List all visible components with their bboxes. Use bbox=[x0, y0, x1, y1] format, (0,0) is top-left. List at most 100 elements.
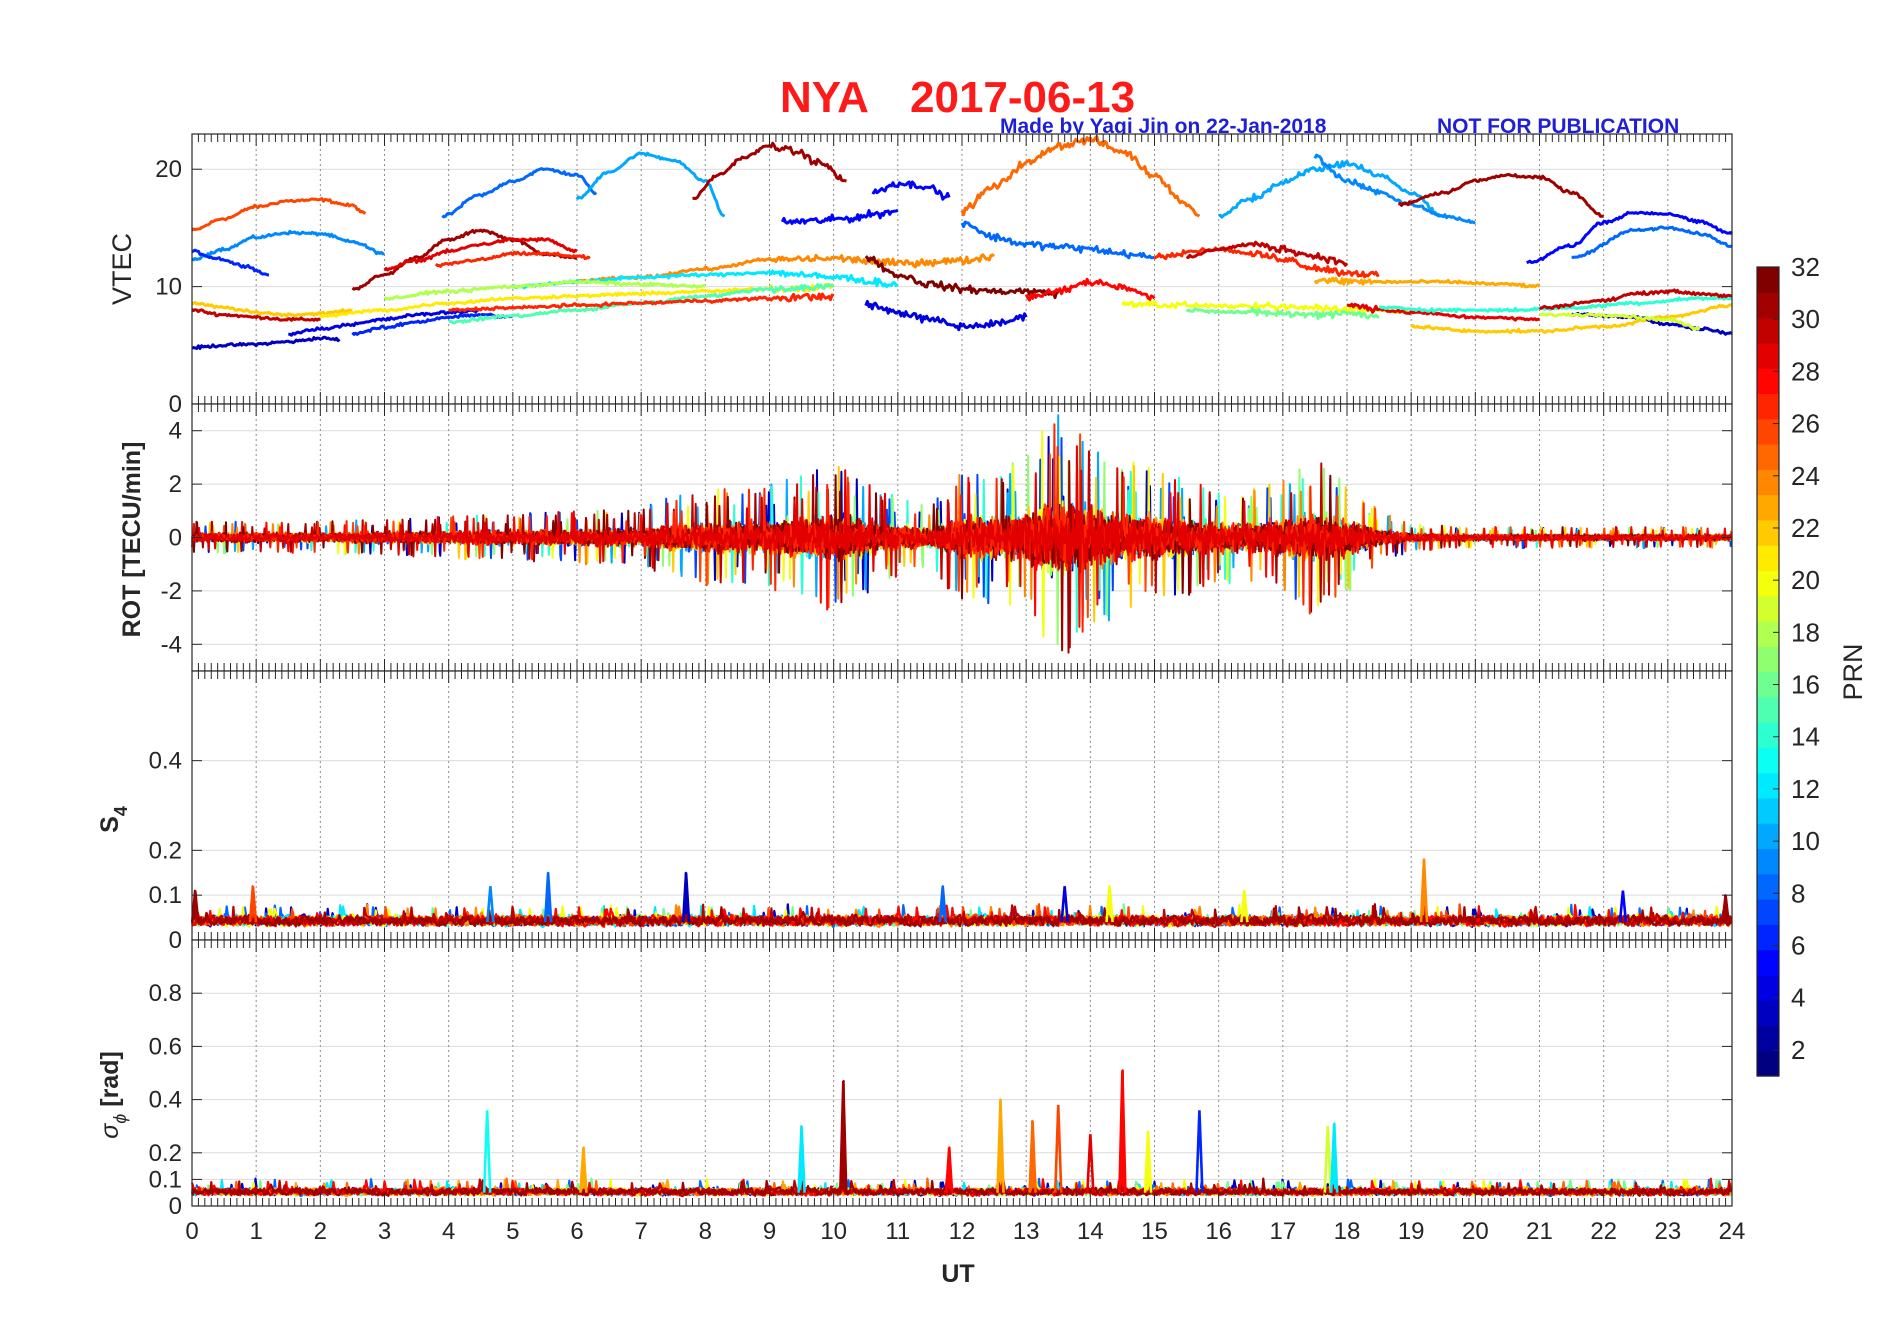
colorbar-swatch bbox=[1757, 1025, 1779, 1052]
colorbar-tick-label: 10 bbox=[1791, 826, 1820, 856]
x-tick-label: 12 bbox=[949, 1218, 976, 1245]
x-tick-label: 23 bbox=[1654, 1218, 1681, 1245]
panel-sigma_phi-spike bbox=[996, 1099, 1005, 1193]
vtec-trace-prn-4 bbox=[864, 299, 1028, 332]
panel-s4-spike bbox=[543, 872, 553, 923]
colorbar-label: PRN bbox=[1838, 643, 1868, 700]
colorbar-swatch bbox=[1757, 747, 1779, 774]
x-tick-label: 14 bbox=[1077, 1218, 1104, 1245]
notice-text: NOT FOR PUBLICATION bbox=[1437, 115, 1679, 138]
panel-s4-ylabel-sub: 4 bbox=[111, 806, 131, 816]
panel-sigma_phi-spike bbox=[1118, 1070, 1127, 1193]
panel-s4-spike bbox=[248, 886, 258, 923]
colorbar-tick-label: 26 bbox=[1791, 409, 1820, 439]
x-tick-label: 2 bbox=[314, 1218, 327, 1245]
colorbar-swatch bbox=[1757, 267, 1779, 293]
panel-sigma-ylabel-sym: σ bbox=[96, 1123, 124, 1139]
vtec-trace-prn-30 bbox=[191, 308, 321, 322]
vtec-trace-prn-23 bbox=[1313, 276, 1541, 289]
panel-s4-spike bbox=[681, 872, 691, 923]
figure-title-station: NYA bbox=[780, 73, 869, 122]
panel-sigma_phi-spike bbox=[797, 1126, 806, 1193]
vtec-trace-prn-25 bbox=[960, 135, 1201, 218]
panel-s4-spike bbox=[1060, 886, 1069, 923]
panel-sigma_phi-spike bbox=[1329, 1123, 1339, 1193]
x-tick-label: 1 bbox=[249, 1218, 262, 1245]
panel-s4-spike bbox=[486, 886, 495, 923]
colorbar-swatch bbox=[1757, 1000, 1779, 1027]
vtec-trace-prn-4 bbox=[288, 308, 482, 337]
x-tick-label: 18 bbox=[1334, 1218, 1361, 1245]
x-tick-label: 20 bbox=[1462, 1218, 1489, 1245]
vtec-trace-prn-8 bbox=[960, 220, 1155, 260]
colorbar-tick-label: 30 bbox=[1791, 304, 1820, 334]
vtec-trace-prn-8 bbox=[1571, 225, 1733, 259]
colorbar-swatch bbox=[1757, 823, 1779, 850]
x-tick-label: 6 bbox=[570, 1218, 583, 1245]
colorbar-swatch bbox=[1757, 1050, 1779, 1077]
panel-sigma_phi-spike bbox=[482, 1110, 492, 1193]
colorbar-tick-label: 16 bbox=[1791, 670, 1820, 700]
vtec-trace-prn-9 bbox=[1313, 153, 1476, 225]
panel-sigma_phi-spike bbox=[944, 1147, 954, 1193]
panel-vtec-ylabel: VTEC bbox=[107, 233, 137, 305]
panel-s4-ylabel-main: S bbox=[96, 816, 124, 833]
panel-s4-trace-prn-31 bbox=[190, 889, 1733, 928]
colorbar-swatch bbox=[1757, 873, 1779, 900]
panel-sigma_phi-spike bbox=[1195, 1110, 1204, 1193]
colorbar-swatch bbox=[1757, 317, 1779, 344]
vtec-trace-prn-19 bbox=[1539, 312, 1701, 331]
vtec-trace-prn-5 bbox=[1526, 210, 1733, 265]
vtec-trace-prn-28 bbox=[1024, 277, 1156, 302]
vtec-trace-prn-27 bbox=[448, 292, 835, 313]
panel-s4-spike bbox=[938, 886, 948, 923]
vtec-trace-prn-30 bbox=[1185, 240, 1349, 267]
panel-s4-ytick-label: 0.2 bbox=[149, 837, 182, 864]
panel-vtec-ytick-label: 0 bbox=[169, 391, 182, 418]
vtec-trace-prn-20 bbox=[1121, 300, 1412, 315]
colorbar-swatch bbox=[1757, 368, 1779, 395]
panel-rot-ytick-label: 2 bbox=[169, 471, 182, 498]
x-tick-label: 5 bbox=[506, 1218, 519, 1245]
x-tick-label: 3 bbox=[378, 1218, 391, 1245]
x-tick-label: 22 bbox=[1590, 1218, 1617, 1245]
colorbar-swatch bbox=[1757, 974, 1779, 1001]
vtec-trace-prn-12 bbox=[512, 269, 899, 290]
colorbar-swatch bbox=[1757, 696, 1779, 723]
vtec-trace-prn-18 bbox=[383, 279, 707, 301]
vtec-trace-prn-27 bbox=[434, 250, 591, 268]
vtec-trace-prn-5 bbox=[780, 208, 899, 225]
x-tick-label: 17 bbox=[1269, 1218, 1296, 1245]
vtec-trace-prn-9 bbox=[191, 229, 385, 262]
colorbar-tick-label: 18 bbox=[1791, 617, 1820, 647]
colorbar-tick-label: 22 bbox=[1791, 513, 1820, 543]
panel-vtec: 0 10 20 VTEC bbox=[107, 133, 1733, 418]
colorbar-swatch bbox=[1757, 469, 1779, 496]
figure-title-date: 2017-06-13 bbox=[910, 73, 1135, 122]
colorbar-swatch bbox=[1757, 292, 1779, 319]
panel-sigma_phi-spike bbox=[579, 1147, 588, 1193]
panel-s4-spike bbox=[1419, 859, 1429, 923]
colorbar-tick-label: 14 bbox=[1791, 722, 1820, 752]
panel-sigma_phi-spike bbox=[1143, 1131, 1153, 1193]
colorbar-tick-label: 28 bbox=[1791, 356, 1820, 386]
colorbar-swatch bbox=[1757, 393, 1779, 420]
vtec-trace-prn-22 bbox=[1410, 303, 1733, 334]
colorbar-swatch bbox=[1757, 899, 1779, 925]
panel-sigma_phi-ytick-label: 0.8 bbox=[149, 980, 182, 1007]
vtec-trace-prn-16 bbox=[1185, 307, 1380, 321]
panel-vtec-ytick-label: 10 bbox=[155, 274, 182, 301]
colorbar-swatch bbox=[1757, 545, 1779, 571]
panel-sigma-ylabel-unit: [rad] bbox=[96, 1051, 124, 1114]
colorbar-tick-label: 2 bbox=[1791, 1035, 1805, 1065]
panel-s4-spike bbox=[1618, 890, 1628, 923]
vtec-trace-prn-32 bbox=[864, 255, 1060, 300]
panel-sigma_phi-spike bbox=[1086, 1134, 1095, 1193]
vtec-trace-prn-10 bbox=[1218, 159, 1444, 219]
x-tick-label: 9 bbox=[763, 1218, 776, 1245]
x-tick-label: 16 bbox=[1205, 1218, 1232, 1245]
colorbar-swatch bbox=[1757, 443, 1779, 470]
